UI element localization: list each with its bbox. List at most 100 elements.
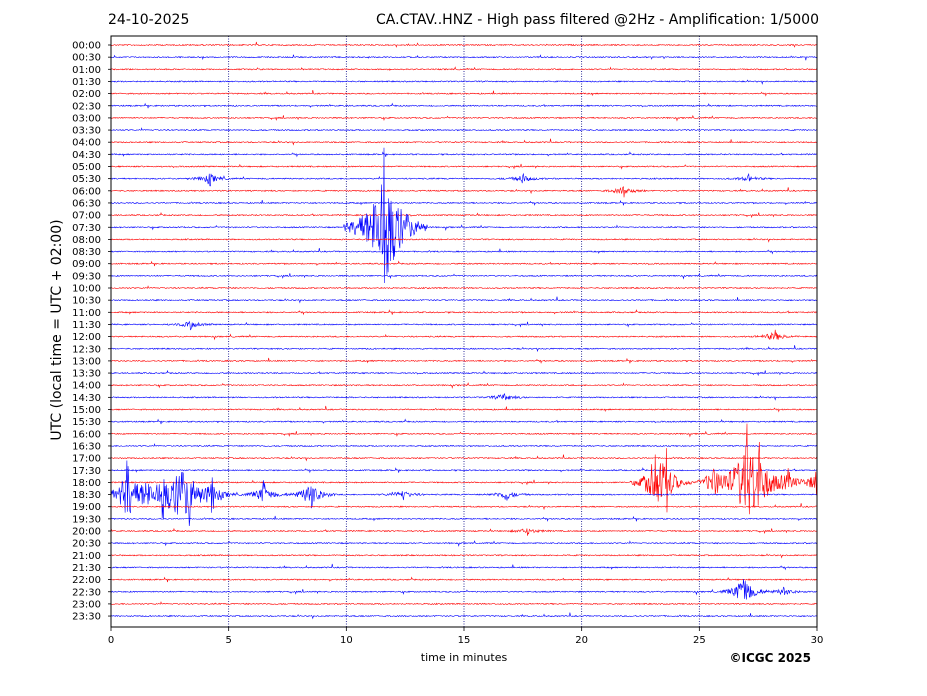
trace-1700 xyxy=(111,454,817,462)
y-tick-label: 13:00 xyxy=(72,356,101,367)
trace-2030 xyxy=(111,540,817,547)
trace-1430 xyxy=(111,393,817,401)
trace-0630 xyxy=(111,199,817,206)
trace-0530 xyxy=(111,172,817,187)
y-tick-label: 16:30 xyxy=(72,441,101,452)
y-tick-label: 18:30 xyxy=(72,490,101,501)
trace-2330 xyxy=(111,612,817,620)
y-tick-label: 20:00 xyxy=(72,527,101,538)
y-tick-label: 15:30 xyxy=(72,417,101,428)
y-tick-label: 04:30 xyxy=(72,150,101,161)
y-tick-label: 19:30 xyxy=(72,514,101,525)
x-axis-label: time in minutes xyxy=(420,651,508,664)
trace-0000 xyxy=(111,41,817,48)
trace-2000 xyxy=(111,527,817,536)
trace-1030 xyxy=(111,296,817,304)
x-tick-label: 15 xyxy=(458,635,471,646)
y-tick-label: 00:30 xyxy=(72,53,101,64)
y-tick-label: 18:00 xyxy=(72,478,101,489)
y-tick-label: 16:00 xyxy=(72,429,101,440)
trace-0830 xyxy=(111,247,817,255)
trace-1200 xyxy=(111,329,817,341)
trace-0030 xyxy=(111,54,817,61)
trace-1230 xyxy=(111,345,817,353)
trace-1000 xyxy=(111,285,817,290)
trace-0200 xyxy=(111,90,817,97)
y-tick-label: 10:00 xyxy=(72,284,101,295)
y-tick-label: 19:00 xyxy=(72,502,101,513)
x-tick-label: 30 xyxy=(811,635,824,646)
trace-1330 xyxy=(111,369,817,377)
y-tick-label: 17:30 xyxy=(72,466,101,477)
trace-2130 xyxy=(111,563,817,571)
trace-1930 xyxy=(111,515,817,522)
y-tick-label: 03:30 xyxy=(72,126,101,137)
traces-group xyxy=(111,41,817,620)
y-tick-label: 06:00 xyxy=(72,186,101,197)
x-tick-label: 10 xyxy=(340,635,353,646)
trace-1830 xyxy=(111,460,817,526)
trace-0900 xyxy=(111,260,817,267)
y-tick-label: 04:00 xyxy=(72,138,101,149)
y-tick-label: 23:00 xyxy=(72,599,101,610)
trace-1730 xyxy=(111,467,817,474)
trace-1100 xyxy=(111,309,817,316)
trace-2230 xyxy=(111,579,817,600)
trace-0100 xyxy=(111,66,817,72)
y-tick-label: 21:30 xyxy=(72,563,101,574)
y-tick-label: 00:00 xyxy=(72,41,101,52)
trace-0730 xyxy=(111,147,817,283)
y-tick-label: 22:30 xyxy=(72,587,101,598)
trace-1530 xyxy=(111,418,817,425)
y-tick-label: 14:30 xyxy=(72,393,101,404)
trace-1630 xyxy=(111,443,817,448)
trace-1900 xyxy=(111,503,817,511)
y-tick-label: 05:00 xyxy=(72,162,101,173)
y-tick-label: 20:30 xyxy=(72,539,101,550)
x-tick-label: 5 xyxy=(225,635,231,646)
trace-0600 xyxy=(111,186,817,198)
trace-1400 xyxy=(111,382,817,389)
y-tick-label: 22:00 xyxy=(72,575,101,586)
copyright-notice: ©ICGC 2025 xyxy=(729,651,811,665)
trace-0700 xyxy=(111,211,817,219)
y-tick-label: 13:30 xyxy=(72,369,101,380)
trace-2100 xyxy=(111,553,817,559)
y-tick-label: 01:30 xyxy=(72,77,101,88)
y-tick-label: 12:00 xyxy=(72,332,101,343)
trace-1800 xyxy=(111,423,817,515)
trace-0430 xyxy=(111,151,817,158)
y-tick-label: 07:30 xyxy=(72,223,101,234)
x-tick-label: 0 xyxy=(108,635,114,646)
trace-0130 xyxy=(111,79,817,85)
y-tick-label: 02:00 xyxy=(72,89,101,100)
y-tick-label: 14:00 xyxy=(72,381,101,392)
y-tick-label: 10:30 xyxy=(72,296,101,307)
y-tick-label: 15:00 xyxy=(72,405,101,416)
y-tick-label: 03:00 xyxy=(72,113,101,124)
chart-date: 24-10-2025 xyxy=(108,12,190,28)
y-tick-label: 05:30 xyxy=(72,174,101,185)
trace-1600 xyxy=(111,430,817,438)
trace-0300 xyxy=(111,114,817,122)
y-tick-label: 06:30 xyxy=(72,198,101,209)
y-tick-label: 12:30 xyxy=(72,344,101,355)
trace-0330 xyxy=(111,127,817,132)
y-tick-label: 08:30 xyxy=(72,247,101,258)
y-tick-label: 23:30 xyxy=(72,612,101,623)
y-tick-label: 08:00 xyxy=(72,235,101,246)
trace-0230 xyxy=(111,102,817,109)
trace-0930 xyxy=(111,272,817,280)
y-tick-label: 17:00 xyxy=(72,454,101,465)
trace-1300 xyxy=(111,357,817,364)
y-tick-label: 09:30 xyxy=(72,271,101,282)
y-tick-label: 11:30 xyxy=(72,320,101,331)
trace-2200 xyxy=(111,576,817,583)
x-tick-label: 20 xyxy=(575,635,588,646)
x-tick-label: 25 xyxy=(693,635,706,646)
trace-1500 xyxy=(111,405,817,413)
chart-title: CA.CTAV..HNZ - High pass filtered @2Hz -… xyxy=(376,12,819,28)
y-tick-label: 02:30 xyxy=(72,101,101,112)
trace-0400 xyxy=(111,138,817,146)
